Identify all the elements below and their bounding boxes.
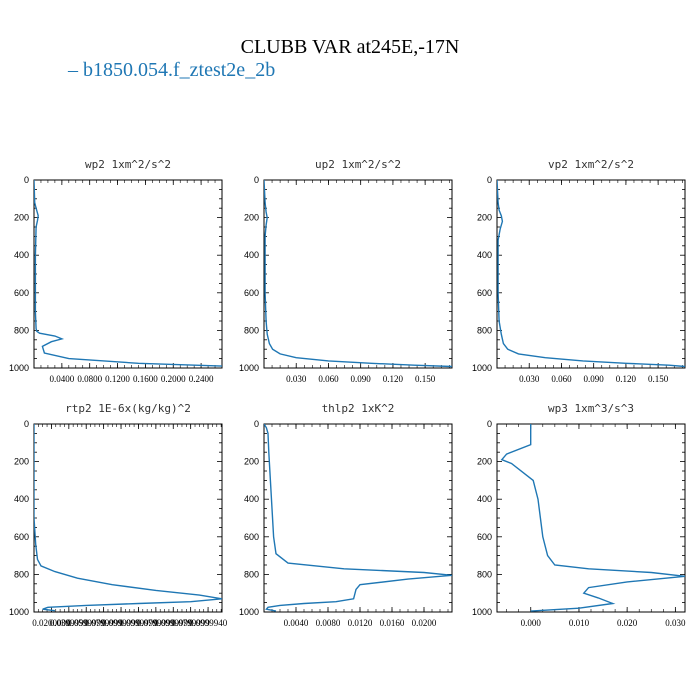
y-tick-label: 0 — [487, 419, 492, 429]
y-tick-label: 600 — [14, 532, 29, 542]
y-tick-label: 0 — [24, 419, 29, 429]
y-tick-label: 400 — [477, 250, 492, 260]
y-tick-label: 800 — [244, 569, 259, 579]
y-tick-label: 800 — [14, 325, 29, 335]
y-tick-label: 400 — [477, 494, 492, 504]
x-tick-label: 0.150 — [648, 374, 669, 384]
plot-frame — [33, 423, 223, 613]
x-tick-label: 0.0799999 — [85, 618, 124, 628]
y-tick-label: 200 — [477, 213, 492, 223]
y-tick-label: 200 — [477, 457, 492, 467]
panel-title: vp2 1xm^2/s^2 — [548, 158, 634, 171]
y-tick-label: 1000 — [472, 607, 492, 617]
x-tick-label: 0.0399999 — [50, 618, 89, 628]
x-tick-label: 0.2000 — [161, 374, 186, 384]
y-tick-label: 800 — [14, 569, 29, 579]
x-tick-label: 0.030 — [286, 374, 307, 384]
y-tick-label: 400 — [14, 494, 29, 504]
x-tick-label: 0.090 — [584, 374, 605, 384]
x-tick-label: 0.060 — [551, 374, 572, 384]
x-tick-label: 0.0599999 — [67, 618, 106, 628]
y-tick-label: 600 — [14, 288, 29, 298]
y-tick-label: 800 — [244, 325, 259, 335]
x-tick-label: 0.030 — [665, 618, 686, 628]
x-tick-label: 0.0999999 — [154, 618, 193, 628]
x-tick-label: 0.0400 — [49, 374, 74, 384]
series-line — [500, 424, 685, 612]
y-tick-label: 0 — [254, 419, 259, 429]
x-tick-label: 0.0999940 — [189, 618, 228, 628]
y-tick-label: 800 — [477, 569, 492, 579]
y-tick-label: 800 — [477, 325, 492, 335]
x-tick-label: 0.0799999 — [137, 618, 176, 628]
y-tick-label: 200 — [14, 457, 29, 467]
x-tick-label: 0.010 — [569, 618, 590, 628]
y-tick-label: 600 — [477, 532, 492, 542]
y-tick-label: 200 — [244, 213, 259, 223]
x-tick-label: 0.0999999 — [102, 618, 141, 628]
x-tick-label: 0.120 — [383, 374, 404, 384]
y-tick-label: 600 — [477, 288, 492, 298]
x-tick-label: 0.0040 — [284, 618, 309, 628]
legend: – b1850.054.f_ztest2e_2b — [68, 59, 275, 82]
series-line — [264, 424, 452, 612]
y-tick-label: 1000 — [239, 363, 259, 373]
plot-frame — [263, 423, 453, 613]
y-tick-label: 0 — [487, 175, 492, 185]
series-line — [34, 180, 222, 367]
panel-title: thlp2 1xK^2 — [322, 402, 395, 415]
x-tick-label: 0.030 — [519, 374, 540, 384]
series-line — [497, 180, 685, 368]
y-tick-label: 400 — [244, 494, 259, 504]
y-tick-label: 600 — [244, 288, 259, 298]
plot-frame — [496, 179, 686, 369]
x-tick-label: 0.000 — [521, 618, 542, 628]
y-tick-label: 1000 — [239, 607, 259, 617]
x-tick-label: 0.0200000 — [32, 618, 71, 628]
panel-title: rtp2 1E-6x(kg/kg)^2 — [65, 402, 191, 415]
y-tick-label: 0 — [24, 175, 29, 185]
plot-frame — [263, 179, 453, 369]
x-tick-label: 0.0160 — [380, 618, 405, 628]
y-tick-label: 0 — [254, 175, 259, 185]
x-tick-label: 0.0120 — [348, 618, 373, 628]
plot-frame — [33, 179, 223, 369]
y-tick-label: 1000 — [472, 363, 492, 373]
x-tick-label: 0.0800 — [77, 374, 102, 384]
series-line — [264, 180, 452, 368]
x-tick-label: 0.2400 — [189, 374, 214, 384]
x-tick-label: 0.0080 — [316, 618, 341, 628]
x-tick-label: 0.0799999 — [172, 618, 211, 628]
legend-label: b1850.054.f_ztest2e_2b — [83, 59, 276, 81]
panel-title: up2 1xm^2/s^2 — [315, 158, 401, 171]
panel-title: wp3 1xm^3/s^3 — [548, 402, 634, 415]
x-tick-label: 0.1600 — [133, 374, 158, 384]
x-tick-label: 0.0200 — [412, 618, 437, 628]
y-tick-label: 600 — [244, 532, 259, 542]
chart-title: CLUBB VAR at245E,-17N — [240, 36, 460, 58]
panel-title: wp2 1xm^2/s^2 — [85, 158, 171, 171]
plot-frame — [496, 423, 686, 613]
x-tick-label: 0.060 — [318, 374, 339, 384]
y-tick-label: 200 — [244, 457, 259, 467]
y-tick-label: 200 — [14, 213, 29, 223]
y-tick-label: 400 — [244, 250, 259, 260]
x-tick-label: 0.1200 — [105, 374, 130, 384]
y-tick-label: 1000 — [9, 607, 29, 617]
x-tick-label: 0.150 — [415, 374, 436, 384]
x-tick-label: 0.0999999 — [119, 618, 158, 628]
legend-marker: – — [68, 59, 78, 81]
x-tick-label: 0.090 — [351, 374, 372, 384]
x-tick-label: 0.120 — [616, 374, 637, 384]
y-tick-label: 400 — [14, 250, 29, 260]
x-tick-label: 0.020 — [617, 618, 638, 628]
series-line — [34, 424, 222, 612]
y-tick-label: 1000 — [9, 363, 29, 373]
